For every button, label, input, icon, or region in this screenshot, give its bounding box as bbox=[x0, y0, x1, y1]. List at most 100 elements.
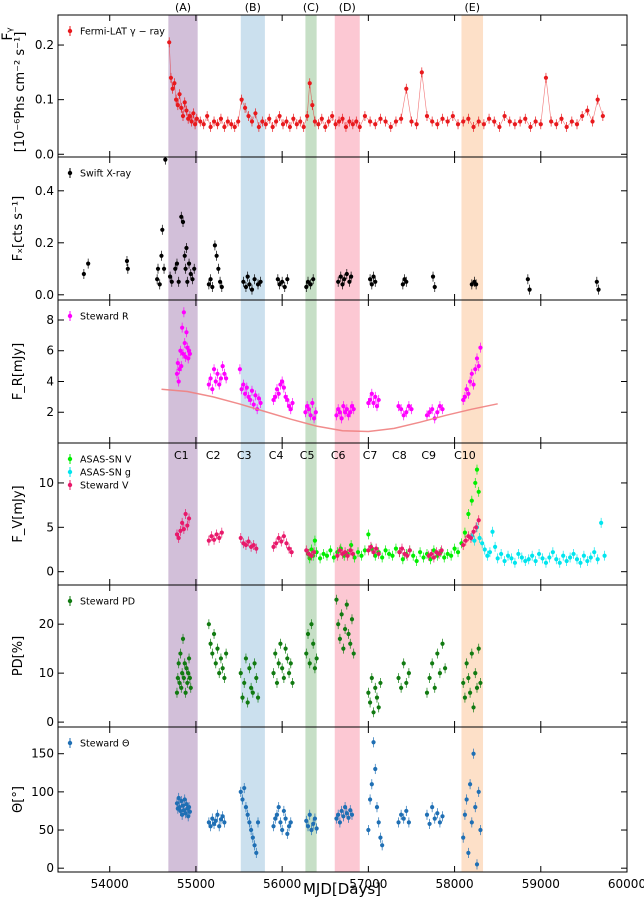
data-point bbox=[471, 705, 476, 710]
data-point bbox=[485, 553, 490, 558]
data-point bbox=[245, 274, 250, 279]
data-point bbox=[435, 122, 440, 127]
data-point bbox=[574, 557, 580, 562]
data-point bbox=[349, 812, 355, 817]
data-point bbox=[238, 789, 243, 794]
data-point bbox=[590, 119, 595, 124]
data-point bbox=[252, 661, 257, 666]
data-point bbox=[312, 119, 318, 124]
data-point bbox=[502, 558, 507, 564]
data-point bbox=[440, 814, 445, 819]
y-axis-label-symbol: Fᵧ bbox=[0, 27, 16, 40]
data-point bbox=[311, 821, 316, 827]
data-point bbox=[400, 282, 405, 287]
data-point bbox=[186, 516, 192, 521]
y-tick-label: 20 bbox=[39, 617, 54, 631]
data-point bbox=[288, 407, 293, 412]
data-point bbox=[561, 553, 566, 558]
data-point bbox=[474, 685, 480, 690]
data-point bbox=[397, 550, 402, 555]
y-tick-label: 0.4 bbox=[35, 184, 54, 198]
data-point bbox=[213, 661, 218, 666]
data-point bbox=[550, 550, 555, 555]
data-point bbox=[585, 558, 590, 564]
data-point bbox=[247, 820, 252, 825]
data-point bbox=[181, 808, 186, 813]
data-point bbox=[424, 690, 430, 695]
data-point bbox=[181, 675, 186, 681]
data-point bbox=[467, 379, 473, 384]
data-point bbox=[308, 282, 313, 287]
data-point bbox=[334, 597, 339, 602]
data-point bbox=[277, 282, 282, 287]
legend-label: ASAS-SN g bbox=[80, 468, 131, 479]
data-point bbox=[250, 690, 255, 695]
y-tick-label: 0 bbox=[46, 715, 54, 729]
data-point bbox=[367, 397, 373, 403]
data-point bbox=[256, 124, 261, 130]
data-point bbox=[177, 367, 182, 372]
data-point bbox=[374, 805, 380, 810]
data-point bbox=[274, 812, 280, 817]
data-point bbox=[244, 385, 249, 390]
data-point bbox=[183, 266, 188, 271]
data-point bbox=[209, 534, 214, 539]
data-point bbox=[337, 548, 343, 553]
data-point bbox=[595, 557, 600, 562]
data-point bbox=[390, 553, 395, 558]
data-point bbox=[393, 119, 399, 124]
data-point bbox=[374, 695, 380, 700]
legend-label: Steward R bbox=[80, 312, 129, 323]
data-point bbox=[409, 407, 414, 412]
data-point bbox=[569, 119, 574, 124]
data-point bbox=[568, 555, 573, 560]
data-point bbox=[466, 116, 471, 121]
data-point bbox=[480, 541, 485, 546]
data-point bbox=[374, 403, 380, 409]
data-point bbox=[210, 284, 215, 290]
data-point bbox=[180, 636, 186, 641]
data-point bbox=[281, 808, 286, 814]
data-point bbox=[291, 116, 296, 121]
data-point bbox=[247, 666, 252, 671]
data-point bbox=[174, 690, 180, 695]
data-point bbox=[507, 119, 512, 124]
data-point bbox=[217, 535, 222, 541]
data-point bbox=[588, 555, 593, 560]
data-point bbox=[340, 116, 345, 121]
data-point bbox=[280, 379, 285, 384]
data-point bbox=[305, 403, 310, 409]
data-point bbox=[187, 113, 193, 119]
data-point bbox=[471, 124, 476, 130]
data-point bbox=[512, 560, 518, 565]
data-point bbox=[281, 534, 286, 539]
data-point bbox=[253, 393, 258, 398]
data-point bbox=[286, 671, 292, 676]
data-point bbox=[362, 548, 368, 553]
data-point bbox=[194, 116, 199, 121]
data-point bbox=[337, 636, 343, 641]
data-point bbox=[419, 70, 424, 75]
y-tick-label: 0 bbox=[46, 565, 54, 579]
data-point bbox=[367, 277, 373, 282]
data-point bbox=[249, 287, 255, 292]
data-point bbox=[255, 695, 261, 700]
data-point bbox=[283, 646, 288, 651]
data-point bbox=[188, 271, 193, 277]
data-point bbox=[348, 808, 353, 813]
data-point bbox=[367, 797, 373, 802]
data-point bbox=[288, 820, 293, 825]
data-point bbox=[271, 824, 276, 829]
data-point bbox=[432, 685, 437, 690]
data-point bbox=[217, 279, 223, 284]
data-point bbox=[273, 394, 278, 399]
data-point bbox=[478, 345, 483, 350]
data-point bbox=[404, 808, 409, 814]
data-point bbox=[342, 805, 348, 810]
data-point bbox=[201, 122, 206, 127]
data-point bbox=[352, 555, 357, 560]
data-point bbox=[366, 690, 371, 695]
data-point bbox=[341, 646, 346, 651]
data-point bbox=[311, 641, 316, 646]
data-point bbox=[179, 798, 184, 804]
